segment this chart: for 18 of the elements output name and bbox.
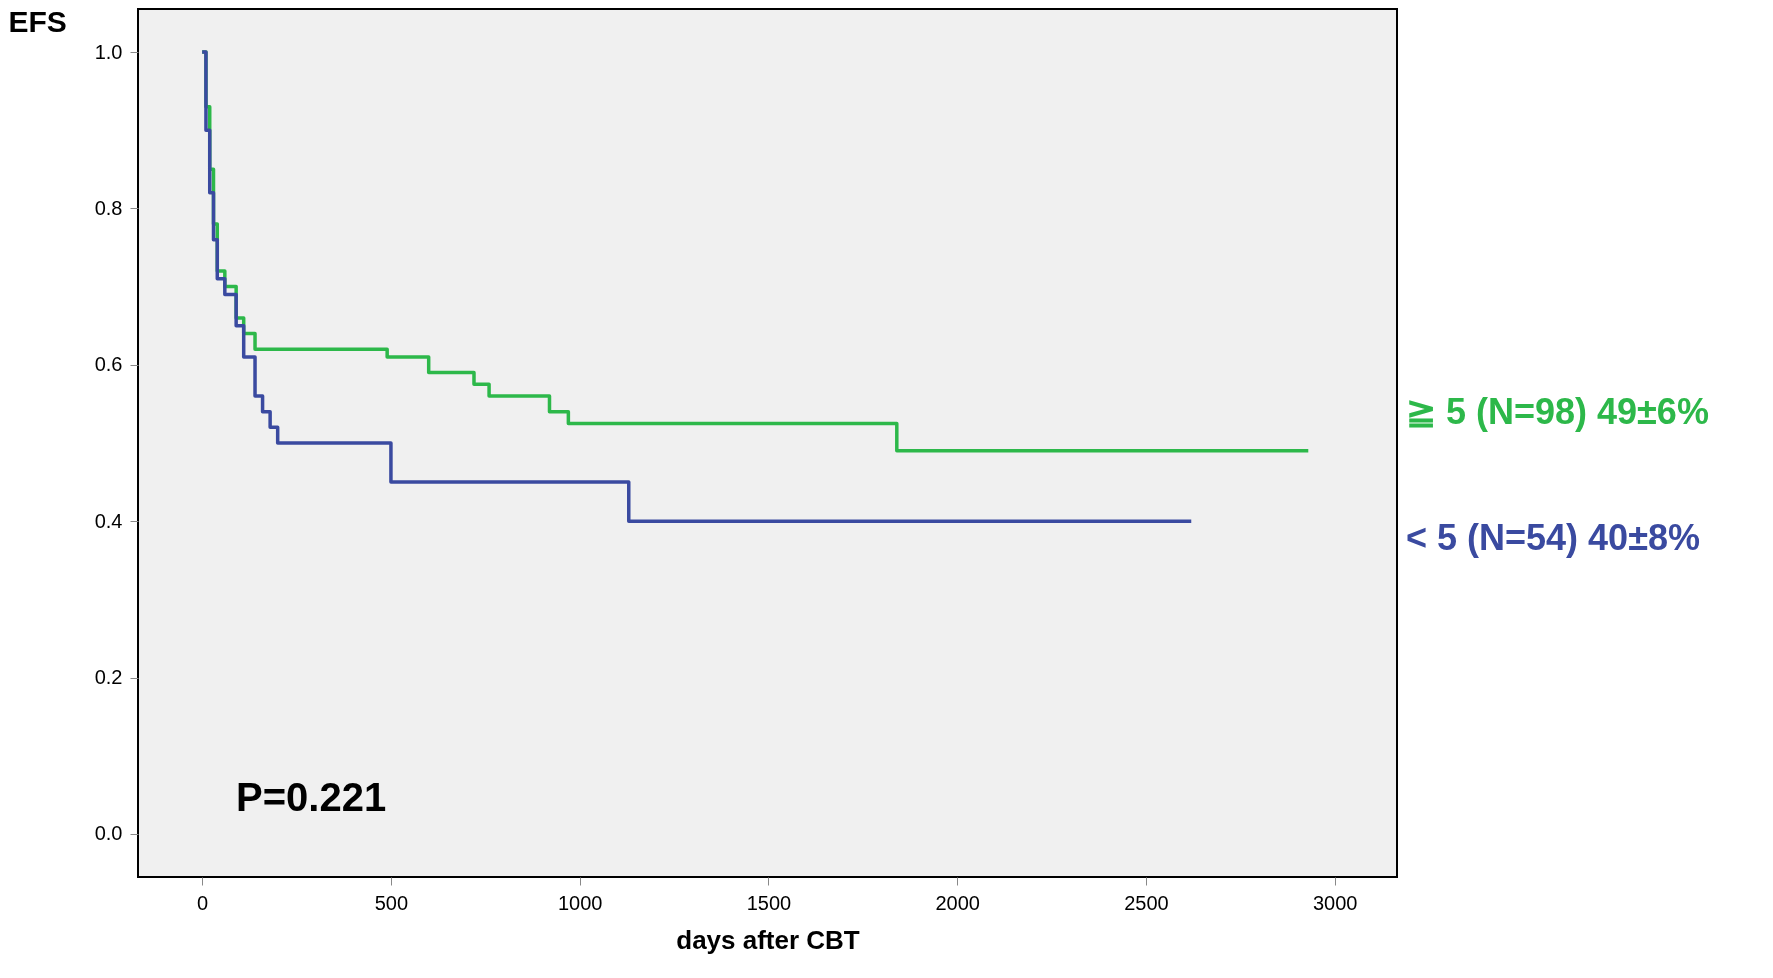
- y-tick-label: 0.6: [94, 353, 123, 376]
- annotation: P=0.221: [236, 775, 387, 819]
- x-tick-label: 500: [374, 891, 409, 914]
- text: < 5 (N=54) 40±8%: [1406, 517, 1700, 559]
- x-tick-label: 2500: [1124, 891, 1169, 914]
- x-tick-label: 3000: [1312, 891, 1358, 914]
- y-tick-label: 0.0: [94, 822, 123, 845]
- y-tick-label: 1.0: [94, 40, 123, 63]
- x-axis-title: days after CBT: [676, 924, 860, 955]
- x-tick-label: 0: [197, 891, 209, 914]
- y-tick-label: 0.8: [94, 196, 123, 219]
- y-tick-label: 0.4: [94, 509, 123, 532]
- x-tick-label: 2000: [935, 891, 980, 914]
- x-tick-label: 1000: [557, 891, 603, 914]
- x-tick-label: 1500: [746, 891, 792, 914]
- y-axis-title: EFS: [8, 4, 67, 38]
- text: ≧ 5 (N=98) 49±6%: [1406, 390, 1709, 432]
- y-tick-label: 0.2: [94, 666, 123, 689]
